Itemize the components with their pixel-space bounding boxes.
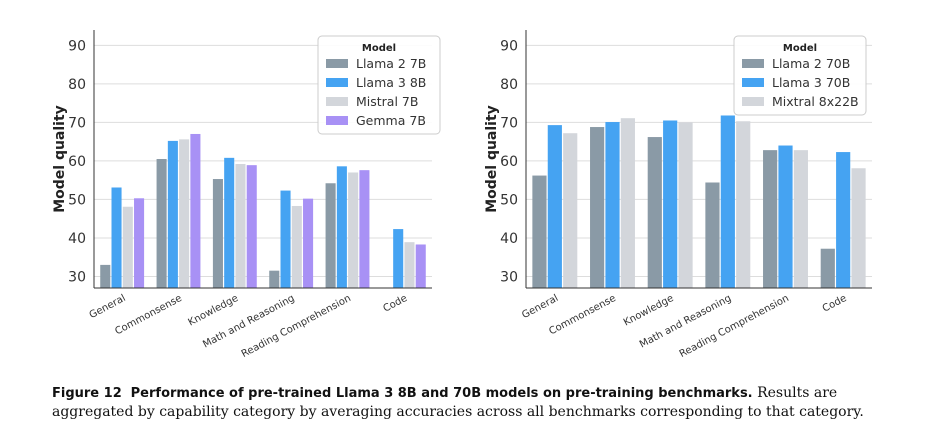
bar-llama-2-70b-reading-comprehension — [763, 150, 778, 288]
legend-label-llama-2-7b: Llama 2 7B — [356, 56, 426, 71]
y-tick-label-30: 30 — [68, 269, 86, 285]
y-axis-label: Model quality — [52, 105, 68, 213]
bar-gemma-7b-general — [134, 198, 145, 288]
legend-label-llama-2-70b: Llama 2 70B — [772, 56, 850, 71]
bar-mistral-7b-reading-comprehension — [348, 172, 359, 288]
y-tick-label-70: 70 — [68, 115, 86, 131]
bar-llama-2-70b-knowledge — [647, 137, 662, 288]
y-tick-label-60: 60 — [500, 154, 518, 170]
bar-llama-3-8b-math-and-reasoning — [280, 190, 291, 288]
bar-llama-3-8b-general — [111, 187, 122, 288]
legend-box — [733, 35, 867, 116]
legend-swatch-llama-3-70b — [742, 78, 764, 87]
x-tick-label-code: Code — [821, 293, 849, 315]
legend-swatch-llama-2-7b — [326, 59, 348, 68]
bar-gemma-7b-knowledge — [246, 165, 257, 288]
bar-mistral-7b-knowledge — [235, 164, 246, 288]
bar-llama-3-8b-reading-comprehension — [336, 166, 347, 288]
bar-gemma-7b-reading-comprehension — [359, 170, 370, 288]
x-tick-label-knowledge: Knowledge — [187, 293, 241, 329]
y-tick-label-60: 60 — [68, 154, 86, 170]
bar-mixtral-8x22b-commonsense — [620, 118, 635, 288]
legend-title: Model — [783, 43, 817, 54]
bar-llama-3-70b-commonsense — [605, 122, 620, 288]
bar-llama-3-70b-reading-comprehension — [778, 145, 793, 288]
y-tick-label-30: 30 — [500, 269, 518, 285]
legend-swatch-mixtral-8x22b — [742, 97, 764, 106]
bar-llama-2-7b-commonsense — [156, 159, 167, 288]
caption-text: Results are aggregated by capability cat… — [52, 385, 864, 420]
legend-swatch-gemma-7b — [326, 116, 348, 125]
caption-title: Performance of pre-trained Llama 3 8B an… — [130, 386, 753, 401]
bar-llama-2-70b-code — [820, 248, 835, 288]
bar-llama-3-70b-math-and-reasoning — [720, 115, 735, 288]
legend-label-llama-3-70b: Llama 3 70B — [772, 75, 850, 90]
bar-mixtral-8x22b-knowledge — [678, 122, 693, 288]
legend-box — [317, 35, 441, 135]
y-tick-label-70: 70 — [500, 115, 518, 131]
bar-gemma-7b-math-and-reasoning — [303, 198, 314, 288]
bar-llama-3-8b-knowledge — [224, 157, 235, 288]
bar-mistral-7b-commonsense — [179, 139, 190, 288]
bar-llama-2-70b-commonsense — [590, 127, 605, 288]
bar-mistral-7b-math-and-reasoning — [291, 205, 302, 288]
x-tick-label-code: Code — [381, 293, 409, 315]
bar-mixtral-8x22b-general — [563, 133, 578, 288]
bar-llama-3-70b-general — [547, 125, 562, 288]
legend-label-llama-3-8b: Llama 3 8B — [356, 75, 426, 90]
legend-label-mistral-7b: Mistral 7B — [356, 94, 418, 109]
y-tick-label-40: 40 — [500, 231, 518, 247]
bar-llama-2-7b-math-and-reasoning — [269, 270, 280, 288]
bar-llama-2-70b-general — [532, 175, 547, 288]
legend-swatch-llama-2-70b — [742, 59, 764, 68]
bar-llama-2-70b-math-and-reasoning — [705, 182, 720, 288]
y-tick-label-40: 40 — [68, 231, 86, 247]
bar-llama-2-7b-general — [100, 264, 111, 288]
legend-swatch-mistral-7b — [326, 97, 348, 106]
bar-llama-3-70b-knowledge — [663, 120, 678, 288]
y-tick-label-90: 90 — [500, 38, 518, 54]
bar-gemma-7b-commonsense — [190, 133, 201, 288]
figure-caption: Figure 12 Performance of pre-trained Lla… — [52, 384, 892, 422]
bar-mistral-7b-code — [404, 242, 415, 288]
bar-llama-3-8b-commonsense — [167, 140, 178, 288]
bar-mixtral-8x22b-reading-comprehension — [793, 150, 808, 288]
x-tick-label-math-and-reasoning: Math and Reasoning — [201, 293, 296, 351]
y-tick-label-80: 80 — [500, 77, 518, 93]
x-tick-label-knowledge: Knowledge — [622, 293, 676, 329]
x-tick-label-general: General — [88, 293, 128, 321]
bar-mixtral-8x22b-math-and-reasoning — [736, 121, 751, 288]
bar-llama-2-7b-knowledge — [212, 179, 223, 288]
y-tick-label-80: 80 — [68, 77, 86, 93]
bar-llama-3-70b-code — [836, 152, 851, 288]
bar-mistral-7b-general — [122, 206, 133, 288]
legend-label-gemma-7b: Gemma 7B — [356, 113, 426, 128]
legend-swatch-llama-3-8b — [326, 78, 348, 87]
bar-llama-2-7b-reading-comprehension — [325, 183, 336, 288]
y-tick-label-50: 50 — [500, 192, 518, 208]
x-tick-label-reading-comprehension: Reading Comprehension — [240, 293, 353, 360]
bar-gemma-7b-code — [415, 244, 426, 288]
legend-label-mixtral-8x22b: Mixtral 8x22B — [772, 94, 859, 109]
y-tick-label-50: 50 — [68, 192, 86, 208]
x-tick-label-reading-comprehension: Reading Comprehension — [678, 293, 791, 360]
x-tick-label-general: General — [520, 293, 560, 321]
bar-llama-3-8b-code — [393, 229, 404, 288]
y-tick-label-90: 90 — [68, 38, 86, 54]
legend-title: Model — [362, 43, 396, 54]
caption-label: Figure 12 — [52, 386, 122, 401]
y-axis-label: Model quality — [484, 105, 500, 213]
bar-mixtral-8x22b-code — [851, 168, 866, 288]
